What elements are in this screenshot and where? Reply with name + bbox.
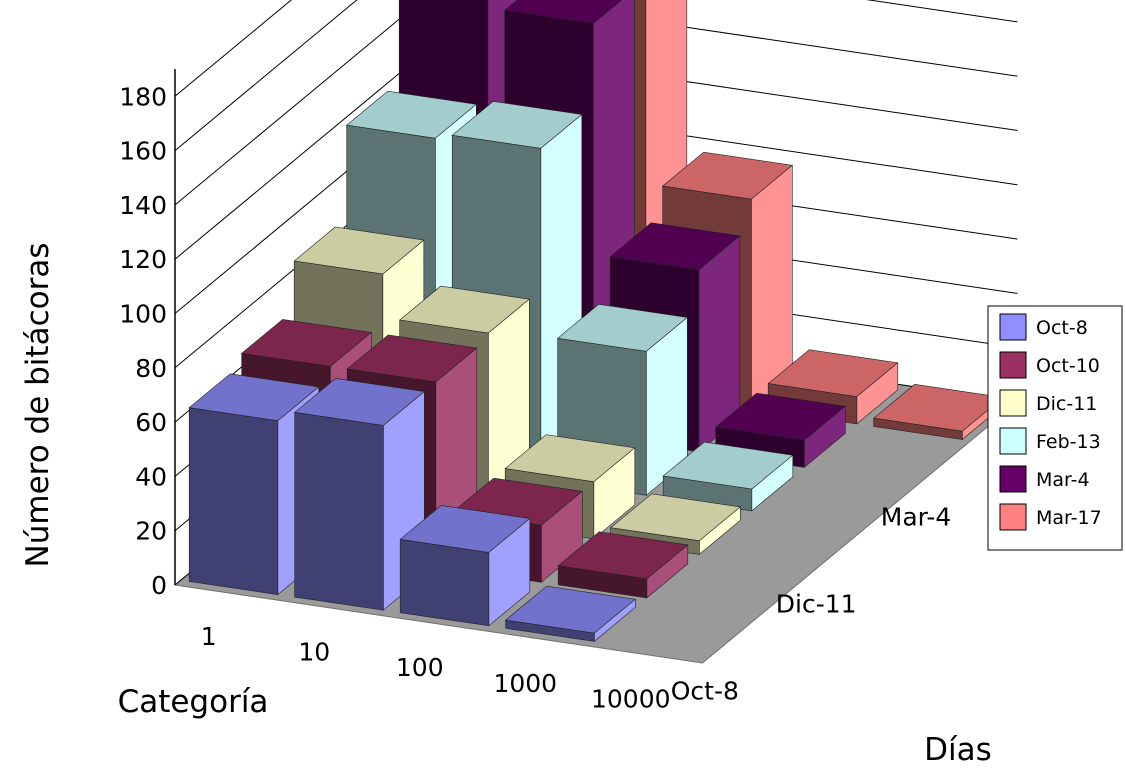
gridline <box>174 0 1018 260</box>
bar-front <box>505 619 595 642</box>
legend-swatch <box>999 427 1027 455</box>
y-tick-label: 80 <box>135 354 167 383</box>
bar-Oct-8-1000 <box>504 585 637 643</box>
x-tick-label: 10 <box>298 638 330 667</box>
gridline <box>174 0 293 97</box>
gridline <box>174 0 1018 206</box>
bar-Feb-13-1000 <box>662 441 794 512</box>
chart-bars <box>188 0 1005 643</box>
bar-front <box>294 412 384 611</box>
bar-front <box>399 539 490 627</box>
x-tick-label: 10000 <box>591 684 671 713</box>
y-tick-label: 0 <box>151 571 167 600</box>
legend-label: Mar-17 <box>1036 507 1102 529</box>
y-tick-label: 40 <box>135 462 167 491</box>
depth-tick-label: Dic-11 <box>776 589 857 618</box>
legend-swatch <box>999 313 1027 341</box>
legend: Oct-8 Oct-10 Dic-11 Feb-13 Mar-4 Mar-17 <box>987 305 1123 551</box>
legend-label: Mar-4 <box>1036 469 1090 491</box>
x-tick-label: 1 <box>201 622 217 651</box>
legend-swatch <box>999 503 1027 531</box>
y-tick-label: 120 <box>119 245 167 274</box>
legend-label: Dic-11 <box>1036 393 1097 415</box>
legend-label: Oct-10 <box>1036 355 1100 377</box>
x-axis-title: Categoría <box>118 684 269 720</box>
legend-label: Feb-13 <box>1036 431 1101 453</box>
bar-front <box>188 407 279 595</box>
y-tick-label: 100 <box>119 300 167 329</box>
gridline <box>174 0 358 151</box>
legend-swatch <box>999 465 1027 493</box>
y-tick-label: 160 <box>119 137 167 166</box>
depth-tick-label: Oct-8 <box>671 676 739 705</box>
y-tick-label: 60 <box>135 408 167 437</box>
y-tick-label: 140 <box>119 191 167 220</box>
y-tick-label: 20 <box>135 517 167 546</box>
bar-front <box>873 417 963 440</box>
legend-swatch <box>999 389 1027 417</box>
bar-front <box>557 565 648 599</box>
y-axis-title: Número de bitácoras <box>20 243 56 568</box>
chart-labels: 0 20 40 60 80 100 120 140 160 180 1 10 100 1000 10000 O… <box>20 82 992 768</box>
bar-Oct-8-100 <box>399 505 531 627</box>
depth-tick-label: Mar-4 <box>881 502 952 531</box>
bar-Oct-10-1000 <box>557 531 689 599</box>
x-tick-label: 100 <box>396 653 444 682</box>
x-tick-label: 1000 <box>493 669 557 698</box>
depth-axis-title: Días <box>924 732 992 767</box>
y-tick-label: 180 <box>119 82 167 111</box>
legend-label: Oct-8 <box>1036 317 1088 339</box>
legend-swatch <box>999 351 1027 379</box>
